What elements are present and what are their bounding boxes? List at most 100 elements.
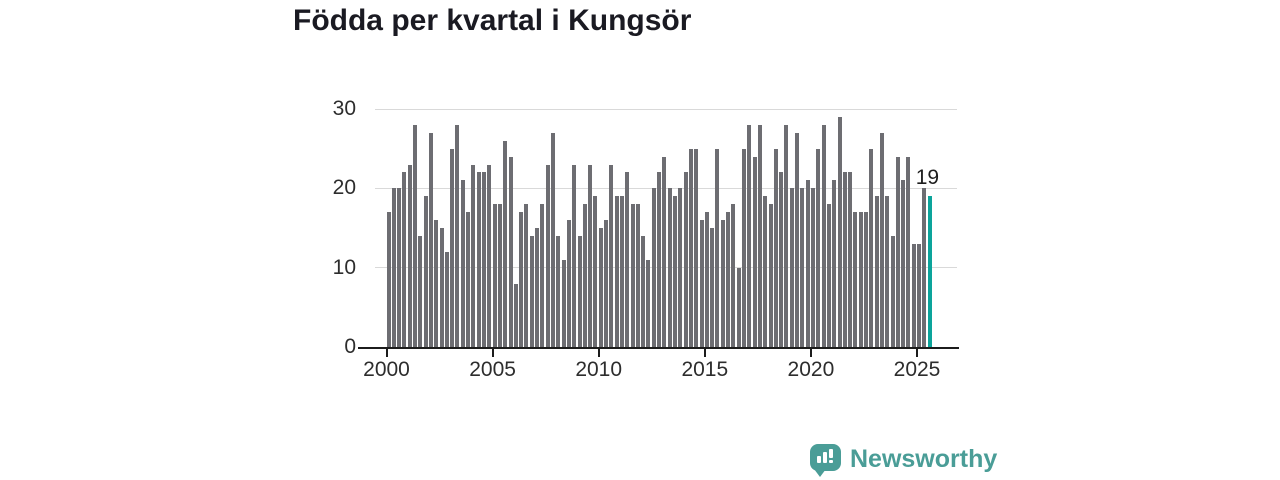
bar <box>598 228 603 347</box>
bar <box>832 180 837 347</box>
bar <box>694 148 699 347</box>
bar <box>413 124 418 347</box>
bar <box>683 172 688 347</box>
bar <box>917 243 922 347</box>
bar <box>779 172 784 347</box>
bar-chart-speech-bubble-icon <box>810 444 841 477</box>
bar <box>519 212 524 347</box>
bar <box>641 235 646 347</box>
bar <box>763 196 768 347</box>
bar <box>885 196 890 347</box>
x-axis-tick-2015 <box>703 349 706 357</box>
bar <box>911 243 916 347</box>
bar <box>848 172 853 347</box>
bar <box>434 220 439 347</box>
bar <box>572 164 577 347</box>
bar <box>667 188 672 347</box>
bar <box>476 172 481 347</box>
bar <box>768 204 773 347</box>
newsworthy-logo: Newsworthy <box>810 444 997 477</box>
bar <box>842 172 847 347</box>
bar <box>513 283 518 347</box>
bar <box>821 124 826 347</box>
bar <box>561 259 566 347</box>
bar <box>535 228 540 347</box>
bar <box>688 148 693 347</box>
bar <box>853 212 858 347</box>
x-axis-label-2010: 2010 <box>575 358 623 381</box>
bar <box>784 124 789 347</box>
bar <box>545 164 550 347</box>
bar <box>630 204 635 347</box>
bar <box>858 212 863 347</box>
bar <box>609 164 614 347</box>
bar <box>635 204 640 347</box>
x-axis-tick-2025 <box>916 349 918 357</box>
bar <box>800 188 805 347</box>
y-axis-label-0: 0 <box>344 335 356 358</box>
bar <box>402 172 407 347</box>
bar <box>742 148 746 347</box>
x-axis-label-2025: 2025 <box>893 358 941 381</box>
x-axis-label-2005: 2005 <box>469 358 516 381</box>
bar <box>869 148 874 347</box>
x-axis-label-2000: 2000 <box>363 358 410 381</box>
bar <box>895 156 900 347</box>
bar <box>922 188 927 347</box>
bar <box>550 132 555 347</box>
bar <box>566 220 571 347</box>
bar <box>789 188 794 347</box>
bar <box>540 204 545 347</box>
bar <box>795 132 800 347</box>
bar <box>710 228 715 347</box>
bar <box>726 212 731 347</box>
bar <box>678 188 683 347</box>
bar <box>455 124 460 347</box>
bar <box>879 132 884 347</box>
y-axis-label-30: 30 <box>332 97 356 120</box>
x-axis-tick-2005 <box>491 349 494 357</box>
bar <box>471 164 476 347</box>
bar <box>407 164 412 347</box>
bar <box>901 180 906 347</box>
bar <box>508 156 513 347</box>
logo-bubble-tail <box>814 469 826 477</box>
logo-exclamation-dot <box>829 460 833 463</box>
bar <box>720 220 725 347</box>
bar <box>906 156 911 347</box>
bar <box>816 148 821 347</box>
bar <box>492 204 497 347</box>
gridline-30 <box>375 108 957 110</box>
y-axis-label-20: 20 <box>332 176 356 200</box>
bar <box>810 188 815 347</box>
bar <box>487 164 492 347</box>
bar <box>529 235 534 347</box>
bar <box>497 204 502 347</box>
x-axis-line <box>358 347 959 349</box>
bar <box>699 220 704 347</box>
bar <box>391 188 396 347</box>
bar <box>752 156 757 347</box>
bar <box>826 204 831 347</box>
bar-highlight <box>927 196 932 347</box>
bar <box>657 172 662 347</box>
chart-title: Födda per kvartal i Kungsör <box>293 4 692 37</box>
x-axis-tick-2010 <box>597 349 600 357</box>
bar <box>731 204 736 347</box>
bar <box>439 228 444 347</box>
bar <box>736 267 741 347</box>
last-value-label: 19 <box>915 166 940 190</box>
bar <box>864 212 869 347</box>
bar <box>604 220 609 347</box>
bar <box>704 212 709 347</box>
bar <box>773 148 778 347</box>
bar <box>890 235 895 347</box>
bar <box>466 212 471 347</box>
bar <box>460 180 465 347</box>
bar <box>386 212 391 347</box>
bar <box>397 188 402 347</box>
logo-bar-tall <box>823 452 827 463</box>
bar <box>450 148 455 347</box>
bar <box>757 124 762 347</box>
